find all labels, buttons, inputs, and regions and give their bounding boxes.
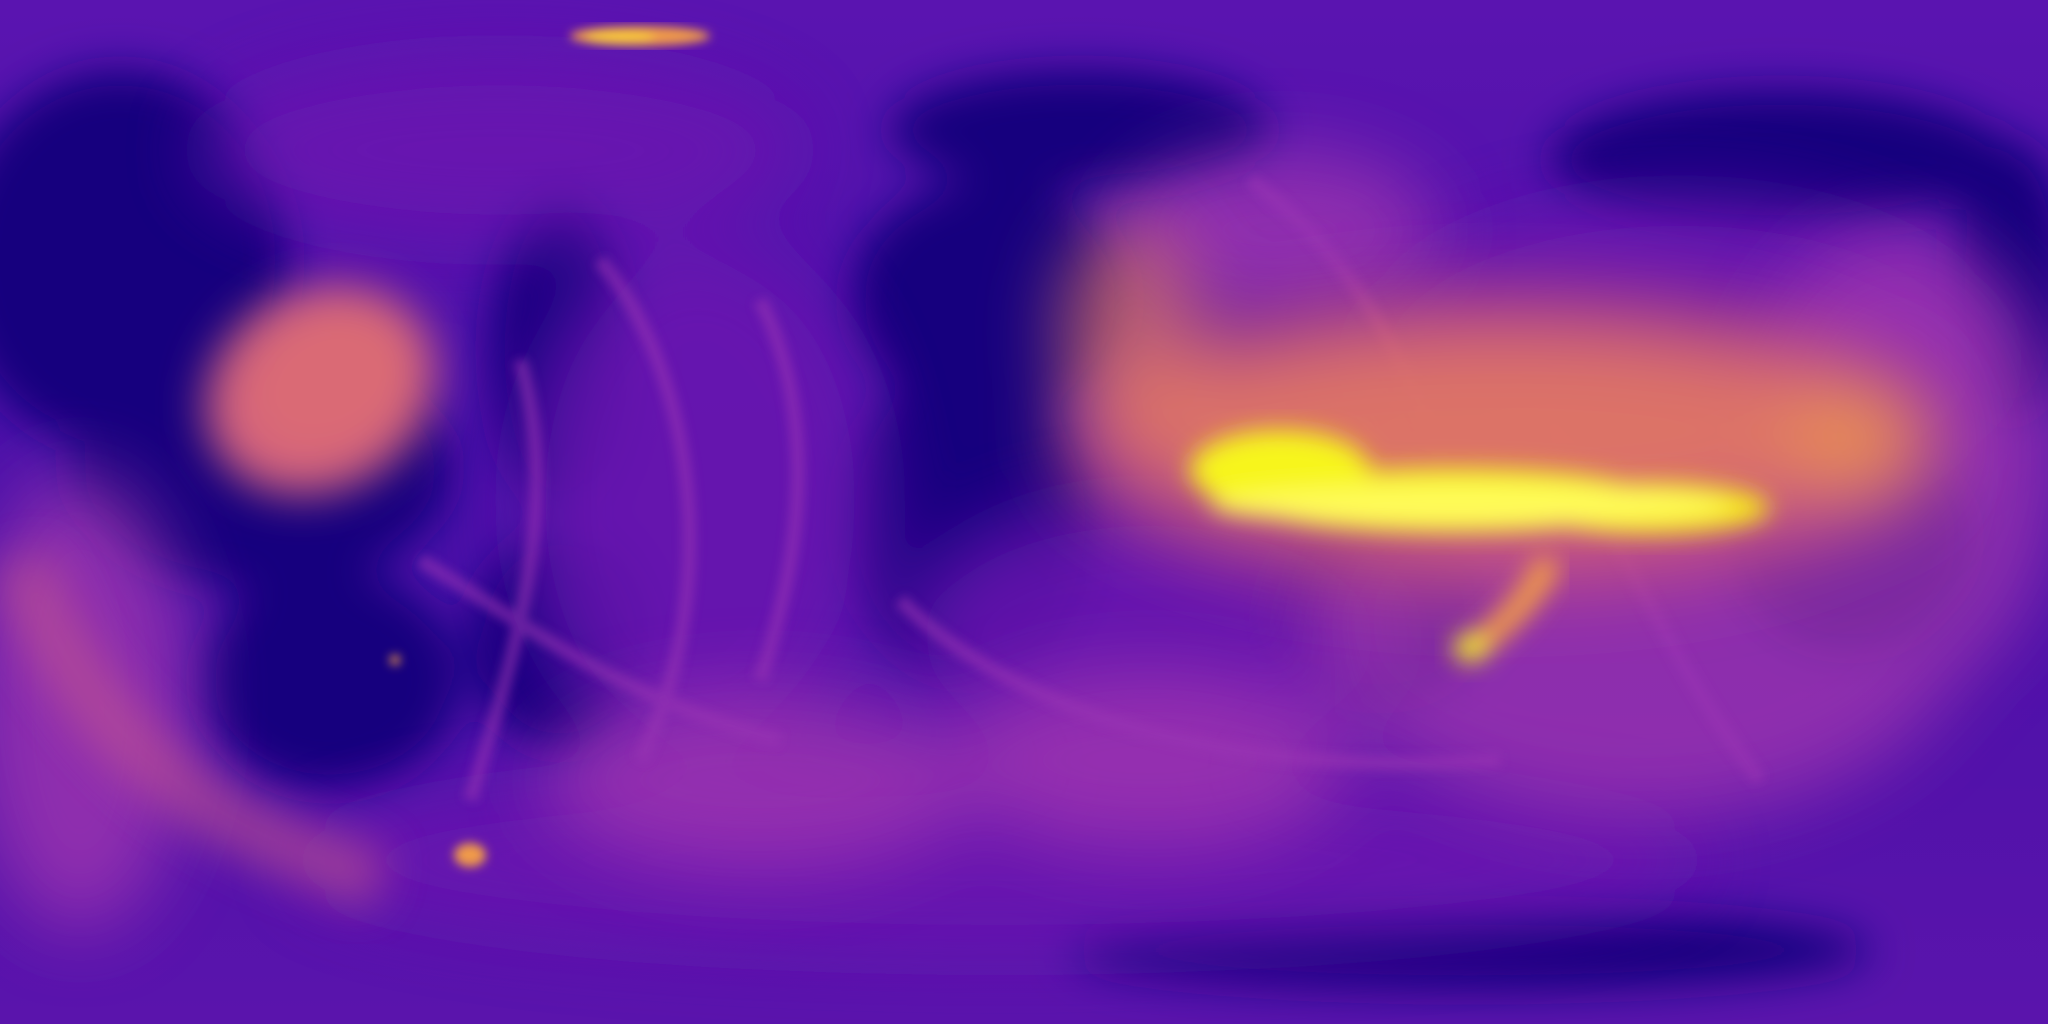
hot-spot xyxy=(1454,554,1562,662)
hot-streak xyxy=(1190,430,1770,534)
bottom-left-sweep xyxy=(0,549,389,909)
swirl-filaments xyxy=(416,174,1766,803)
left-blob xyxy=(204,284,436,496)
top-sliver xyxy=(570,26,710,46)
small-spots xyxy=(390,655,486,867)
